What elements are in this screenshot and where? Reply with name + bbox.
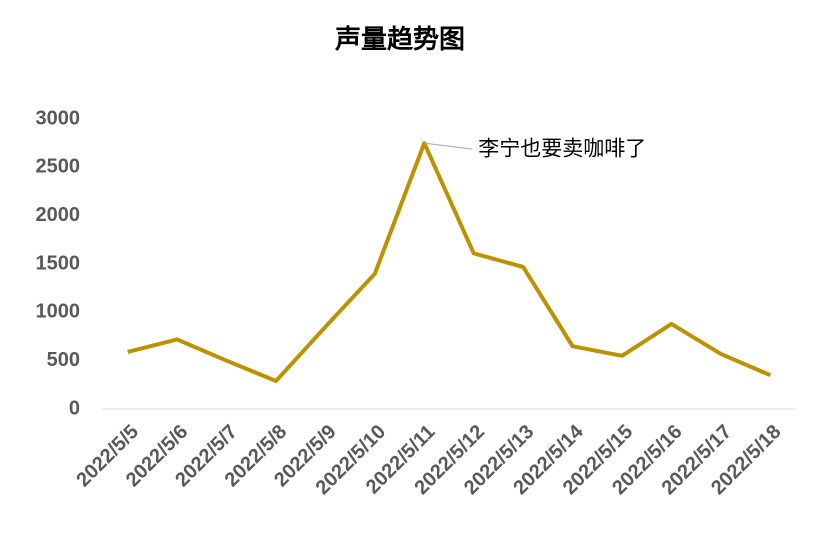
- y-tick-label: 2500: [36, 156, 81, 178]
- y-tick-label: 0: [69, 397, 80, 419]
- y-tick-label: 2000: [36, 204, 81, 226]
- line-series: [127, 141, 772, 383]
- y-tick-label: 1000: [36, 301, 81, 323]
- annotation: 李宁也要卖咖啡了: [478, 138, 646, 161]
- chart-title: 声量趋势图: [335, 24, 465, 54]
- y-tick-label: 3000: [36, 107, 81, 129]
- y-tick-label: 1500: [36, 252, 81, 274]
- y-tick-label: 500: [47, 349, 80, 371]
- annotation-leader: [424, 142, 473, 150]
